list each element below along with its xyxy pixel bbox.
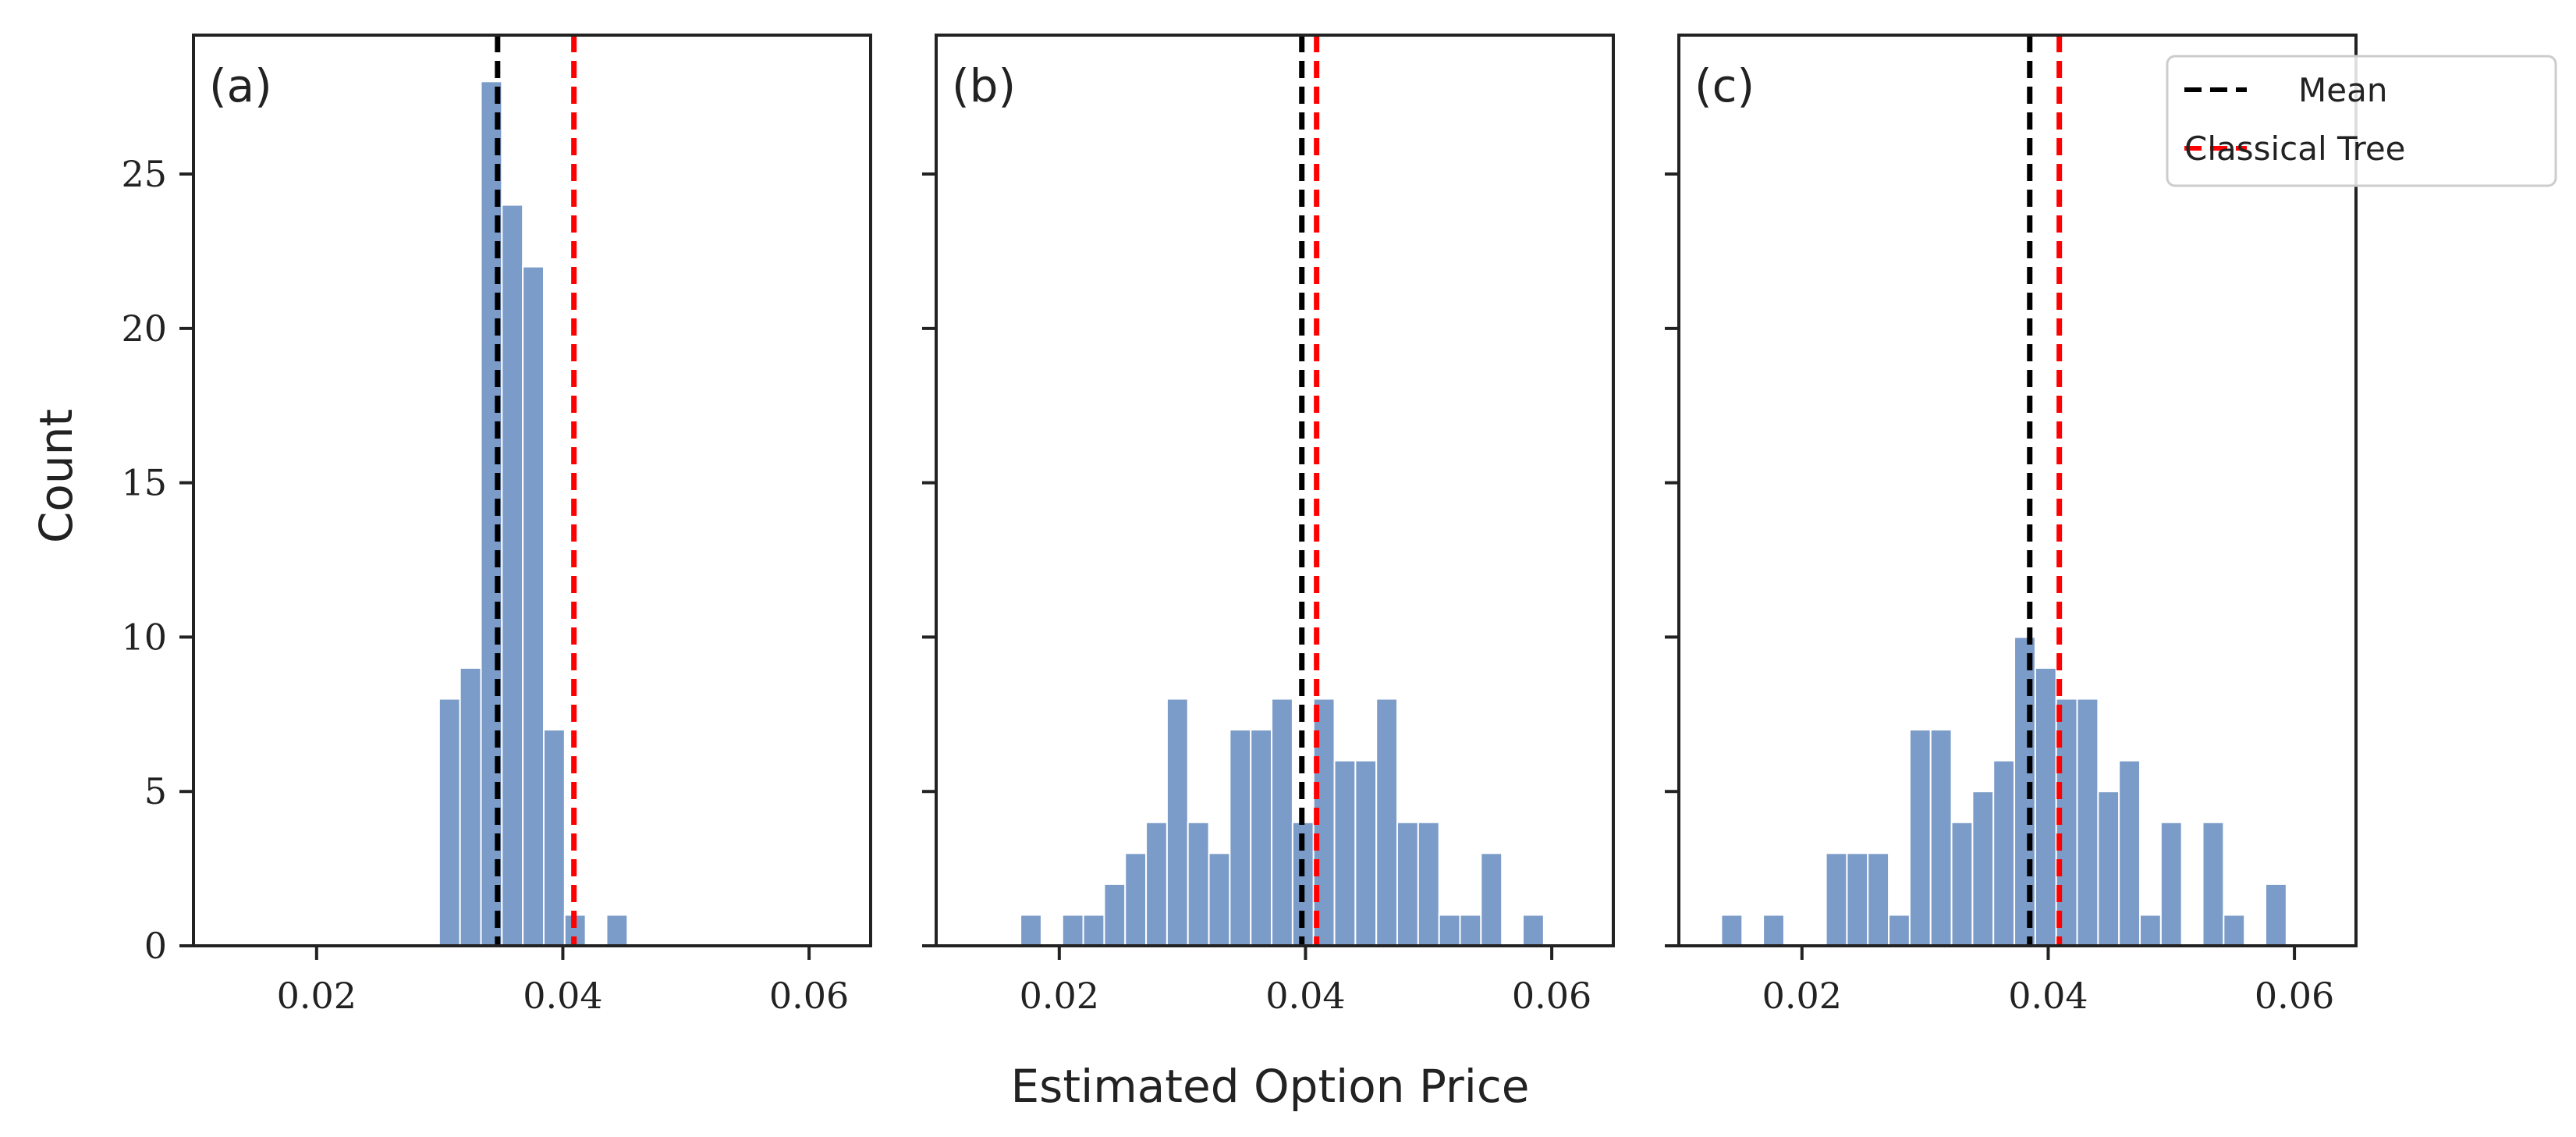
- axes-frame: [1677, 34, 2358, 947]
- legend: Mean Classical Tree: [2166, 55, 2557, 187]
- histogram-bar: [1250, 729, 1273, 947]
- histogram-bar: [1720, 914, 1744, 947]
- histogram-bar: [1187, 821, 1210, 947]
- histogram-bar: [438, 698, 461, 947]
- histogram-bar: [1333, 759, 1357, 947]
- histogram-bar: [1417, 821, 1440, 947]
- histogram-bar: [2118, 759, 2141, 947]
- legend-mean-label: Mean: [2298, 71, 2387, 109]
- histogram-bar: [1166, 698, 1189, 947]
- panel-2: 0.02 0.04 0.06 (b): [922, 34, 1615, 1017]
- histogram-bar: [2076, 698, 2099, 947]
- histogram-bar: [2139, 914, 2162, 947]
- histogram-bar: [1480, 852, 1503, 947]
- histogram-bar: [501, 204, 524, 947]
- histogram-bar: [1762, 914, 1785, 947]
- y-tick-label: 10: [121, 616, 167, 658]
- y-tick-label: 0: [144, 925, 167, 967]
- histogram-bar: [2223, 914, 2246, 947]
- y-tick-label: 5: [144, 770, 167, 812]
- histogram-bar: [1846, 852, 1869, 947]
- x-tick-label: 0.06: [769, 975, 849, 1017]
- histogram-bar: [1061, 914, 1084, 947]
- histogram-bar: [1020, 914, 1042, 947]
- histogram-bar: [1145, 821, 1168, 947]
- histogram-bar: [1082, 914, 1105, 947]
- y-tick-label: 15: [121, 462, 167, 504]
- x-axis-title: Estimated Option Price: [1011, 1060, 1530, 1113]
- y-tick-label: 20: [121, 307, 167, 350]
- x-tick-label: 0.02: [1762, 975, 1842, 1017]
- histogram-bar: [522, 265, 545, 947]
- histogram-bar: [1354, 759, 1378, 947]
- x-tick-label: 0.06: [2255, 975, 2334, 1017]
- axes-frame: [192, 34, 872, 947]
- x-tick-label: 0.04: [1265, 975, 1345, 1017]
- histogram-bar: [1929, 729, 1953, 947]
- histogram-bar: [1124, 852, 1148, 947]
- x-tick-label: 0.04: [2008, 975, 2088, 1017]
- x-tick-label: 0.02: [1020, 975, 1099, 1017]
- histogram-bar: [2265, 883, 2287, 947]
- histogram-bar: [1229, 729, 1252, 947]
- histogram-bar: [542, 729, 566, 947]
- y-tick-label: 25: [121, 153, 167, 195]
- panel-3: 0.02 0.04 0.06 (c): [1665, 34, 2358, 1017]
- histogram-bar: [1396, 821, 1419, 947]
- histogram-bar: [1522, 914, 1545, 947]
- histogram-bar: [459, 666, 482, 947]
- histogram-bar: [1103, 883, 1127, 947]
- axes-frame: [935, 34, 1615, 947]
- x-tick-label: 0.04: [523, 975, 602, 1017]
- histogram-bar: [1208, 852, 1231, 947]
- x-tick-label: 0.06: [1512, 975, 1591, 1017]
- histogram-bar: [1271, 698, 1293, 947]
- histogram-bar: [1908, 729, 1932, 947]
- histogram-bar: [2097, 791, 2120, 947]
- histogram-bar: [2034, 666, 2057, 947]
- histogram-bar: [1992, 759, 2016, 947]
- histogram-bar: [1459, 914, 1482, 947]
- x-tick-label: 0.02: [277, 975, 357, 1017]
- panel-label: (b): [952, 59, 1016, 112]
- histogram-bar: [1888, 914, 1911, 947]
- histogram-bar: [1971, 791, 1995, 947]
- legend-classical-tree-label: Classical Tree: [2184, 130, 2406, 168]
- histogram-bar: [1867, 852, 1890, 947]
- legend-box: [2166, 55, 2557, 187]
- y-axis-title: Count: [30, 409, 83, 543]
- histogram-bar: [2202, 821, 2225, 947]
- panel-label: (a): [209, 59, 272, 112]
- histogram-bar: [1950, 821, 1974, 947]
- panel-1: 0.02 0.04 0.06 0 5 10 15 20 25 (a): [121, 34, 872, 1017]
- histogram-bar: [1438, 914, 1461, 947]
- histogram-bar: [1375, 698, 1399, 947]
- histogram-bar: [1825, 852, 1848, 947]
- histogram-bar: [2159, 821, 2183, 947]
- panel-label: (c): [1694, 59, 1755, 112]
- histogram-bar: [605, 914, 629, 947]
